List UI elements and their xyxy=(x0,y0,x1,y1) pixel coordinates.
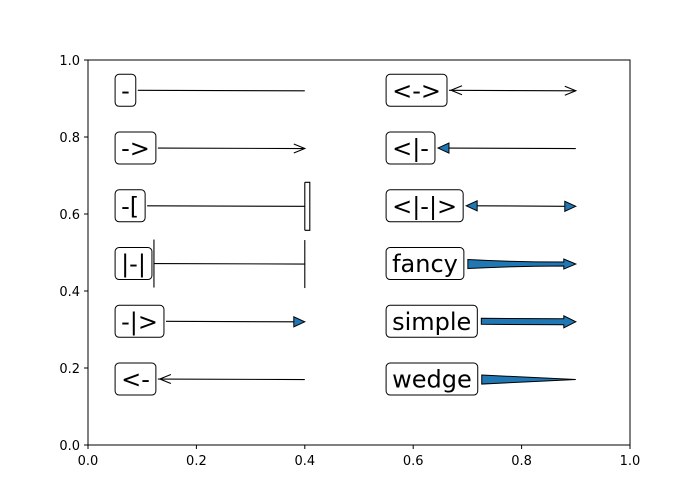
y-tick-label: 0.8 xyxy=(59,131,80,146)
axes: 0.0 0.2 0.4 0.6 0.8 1.0 0.0 0.2 0.4 0.6 0.8 1.0 xyxy=(59,54,640,469)
y-tick-label: 0.2 xyxy=(59,362,80,377)
arrow-head-start xyxy=(449,85,463,96)
arrowstyle-label: simple xyxy=(392,308,471,336)
annotation-wedge: wedge xyxy=(385,362,576,396)
arrow-head-end xyxy=(564,200,578,213)
y-tick-label: 0.0 xyxy=(59,439,80,454)
arrow-shaft xyxy=(165,320,295,323)
arrow-head-start xyxy=(464,200,478,212)
annotation--: - xyxy=(114,73,305,107)
label-box xyxy=(385,362,479,396)
arrow-shaft xyxy=(153,262,305,265)
arrowstyle-label: -[ xyxy=(121,192,139,220)
arrowstyle-label: <-> xyxy=(392,77,441,105)
annotation-|-|: |-| xyxy=(114,239,306,289)
annotation-->: -> xyxy=(114,131,307,165)
arrow-shaft xyxy=(147,205,305,207)
label-box xyxy=(114,131,157,165)
arrowstyle-label: -> xyxy=(121,135,150,163)
label-box xyxy=(385,73,448,107)
annotation-simple: simple xyxy=(385,304,577,338)
x-tick-label: 0.2 xyxy=(186,454,207,469)
plot-frame xyxy=(87,59,631,446)
x-tick-label: 0.6 xyxy=(403,454,424,469)
arrow-head xyxy=(158,374,172,385)
arrow-shaft xyxy=(446,147,576,150)
fancy-arrow xyxy=(467,258,578,270)
label-box xyxy=(114,189,146,223)
label-box xyxy=(385,131,436,165)
label-box xyxy=(385,247,465,281)
annotation-<-: <- xyxy=(114,362,305,396)
wedge-arrow xyxy=(481,374,576,385)
arrowstyle-label: fancy xyxy=(392,250,458,278)
arrow-shaft xyxy=(448,89,576,92)
arrow-head xyxy=(293,316,307,328)
bracket-head xyxy=(304,181,311,231)
annotation-<->: <-> xyxy=(385,73,578,107)
annotation-<|-: <|- xyxy=(385,131,576,165)
y-tick-label: 1.0 xyxy=(59,54,80,69)
y-tick-label: 0.4 xyxy=(59,285,80,300)
arrowstyle-label: |-| xyxy=(121,250,146,278)
arrowstyle-label: -|> xyxy=(121,308,158,336)
annotation-fancy: fancy xyxy=(385,247,578,281)
arrow-head xyxy=(436,142,450,154)
annotation-<|-|>: <|-|> xyxy=(385,189,578,223)
x-tick-label: 1.0 xyxy=(620,454,641,469)
arrowstyle-label: <|-|> xyxy=(392,192,457,220)
annotation--|>: -|> xyxy=(114,304,307,338)
arrowstyle-label: <- xyxy=(121,366,150,394)
label-box xyxy=(114,247,153,281)
label-box xyxy=(385,189,464,223)
simple-arrow xyxy=(480,314,577,329)
x-tick-label: 0.4 xyxy=(294,454,315,469)
label-box xyxy=(114,73,137,107)
arrow-head xyxy=(293,143,307,154)
arrow-shaft xyxy=(475,205,566,207)
arrow-head-end xyxy=(564,85,578,96)
arrow-shaft xyxy=(137,89,305,92)
arrowstyle-label: - xyxy=(121,77,130,105)
label-box xyxy=(385,304,478,338)
annotations: - -> -[ |-| -|> <- <-> <|- <|-|> fancy simple wedge xyxy=(114,73,578,396)
arrow-shaft xyxy=(157,378,305,381)
x-tick-label: 0.0 xyxy=(78,454,99,469)
x-tick-label: 0.8 xyxy=(511,454,532,469)
annotation--[: -[ xyxy=(114,181,311,231)
y-tick-label: 0.6 xyxy=(59,208,80,223)
arrow-shaft xyxy=(157,147,304,150)
arrowstyle-label: wedge xyxy=(392,366,472,394)
label-box xyxy=(114,362,157,396)
arrowstyle-label: <|- xyxy=(392,135,429,163)
label-box xyxy=(114,304,165,338)
